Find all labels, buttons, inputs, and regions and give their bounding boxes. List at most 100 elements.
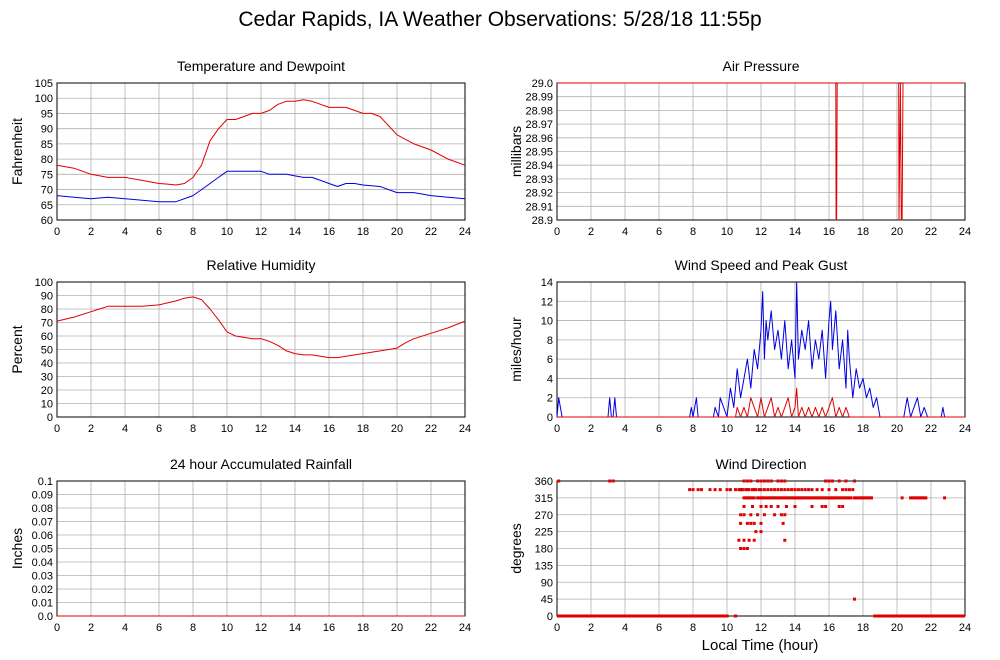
direction-point [847,496,851,500]
direction-point [853,496,856,500]
direction-point [791,496,795,500]
direction-point [834,488,838,492]
pressure-y-tick-label: 29.0 [532,78,553,90]
pressure-x-tick-label: 14 [789,226,801,238]
pressure-y-tick-label: 28.92 [525,188,553,200]
direction-point [749,479,753,483]
direction-y-tick-label: 90 [541,577,553,589]
humidity-x-tick-label: 10 [221,423,233,435]
wind-y-tick-label: 14 [541,277,553,289]
direction-point [793,488,797,492]
pressure-series-line-0 [557,82,965,221]
wind-x-tick-label: 24 [959,423,971,435]
direction-point [778,496,782,500]
direction-point [696,488,700,492]
direction-point [749,521,753,525]
direction-point [863,496,867,500]
temp-y-tick-label: 65 [41,200,53,212]
direction-point [819,496,822,500]
direction-y-tick-label: 225 [535,527,553,539]
direction-point [837,505,841,508]
direction-point [752,538,756,542]
direction-point [779,479,783,483]
direction-point [762,479,766,483]
direction-point [783,488,787,492]
direction-point [808,496,812,500]
direction-x-tick-label: 22 [925,622,937,634]
direction-point [781,496,785,500]
wind-x-tick-label: 2 [588,423,594,435]
direction-point [734,488,737,492]
direction-point [745,521,749,525]
rain-x-tick-label: 18 [357,622,369,634]
direction-point [745,547,749,550]
direction-point [803,496,807,500]
direction-x-tick-label: 8 [690,622,696,634]
direction-x-tick-label: 16 [823,622,835,634]
rain-x-tick-label: 24 [459,622,471,634]
wind-x-tick-label: 18 [857,423,869,435]
direction-point [830,479,834,483]
direction-point [725,488,729,492]
wind-plot-frame [556,281,966,418]
direction-point [779,513,783,517]
direction-point [769,496,773,500]
direction-point [793,505,797,508]
direction-point [943,496,947,500]
direction-x-tick-label: 0 [554,622,560,634]
direction-x-tick-label: 20 [891,622,903,634]
direction-y-tick-label: 45 [541,594,553,606]
rain-x-tick-label: 12 [255,622,267,634]
direction-point [853,597,856,601]
direction-point [837,479,841,483]
humidity-y-tick-label: 80 [41,304,53,316]
humidity-x-tick-label: 16 [323,423,335,435]
direction-point [810,488,814,492]
direction-point [764,505,768,508]
direction-point [744,488,748,492]
humidity-y-tick-label: 10 [41,399,53,411]
pressure-x-tick-label: 10 [721,226,733,238]
temp-x-tick-label: 24 [459,226,471,238]
humidity-y-tick-label: 40 [41,358,53,370]
direction-point [783,538,787,542]
temp-y-tick-label: 95 [41,108,53,120]
direction-point [861,496,865,500]
direction-point [825,496,829,500]
wind-x-tick-label: 10 [721,423,733,435]
temp-x-tick-label: 6 [156,226,162,238]
direction-point [847,488,851,492]
direction-point [785,505,788,508]
direction-x-tick-label: 12 [755,622,767,634]
humidity-x-tick-label: 6 [156,423,162,435]
direction-point [846,496,850,500]
wind-x-tick-label: 12 [755,423,767,435]
direction-point [870,496,873,500]
direction-point [779,496,783,500]
pressure-y-tick-label: 28.99 [525,92,553,104]
direction-point [802,496,805,500]
direction-point [836,496,839,500]
direction-point [844,496,848,500]
direction-point [820,505,824,508]
direction-point [757,488,761,492]
temp-x-tick-label: 0 [54,226,60,238]
direction-point [737,488,741,492]
direction-point [751,496,754,500]
direction-point [915,496,919,500]
wind-x-tick-label: 0 [554,423,560,435]
direction-point [776,496,780,500]
direction-point [762,496,766,500]
direction-point [853,479,856,483]
direction-point [771,496,775,500]
direction-point [864,496,868,500]
humidity-x-tick-label: 0 [54,423,60,435]
wind-y-tick-label: 10 [541,316,553,328]
temp-title: Temperature and Dewpoint [177,58,345,74]
direction-point [917,496,921,500]
pressure-x-tick-label: 18 [857,226,869,238]
wind-x-tick-label: 16 [823,423,835,435]
temp-plot-frame [56,82,466,221]
